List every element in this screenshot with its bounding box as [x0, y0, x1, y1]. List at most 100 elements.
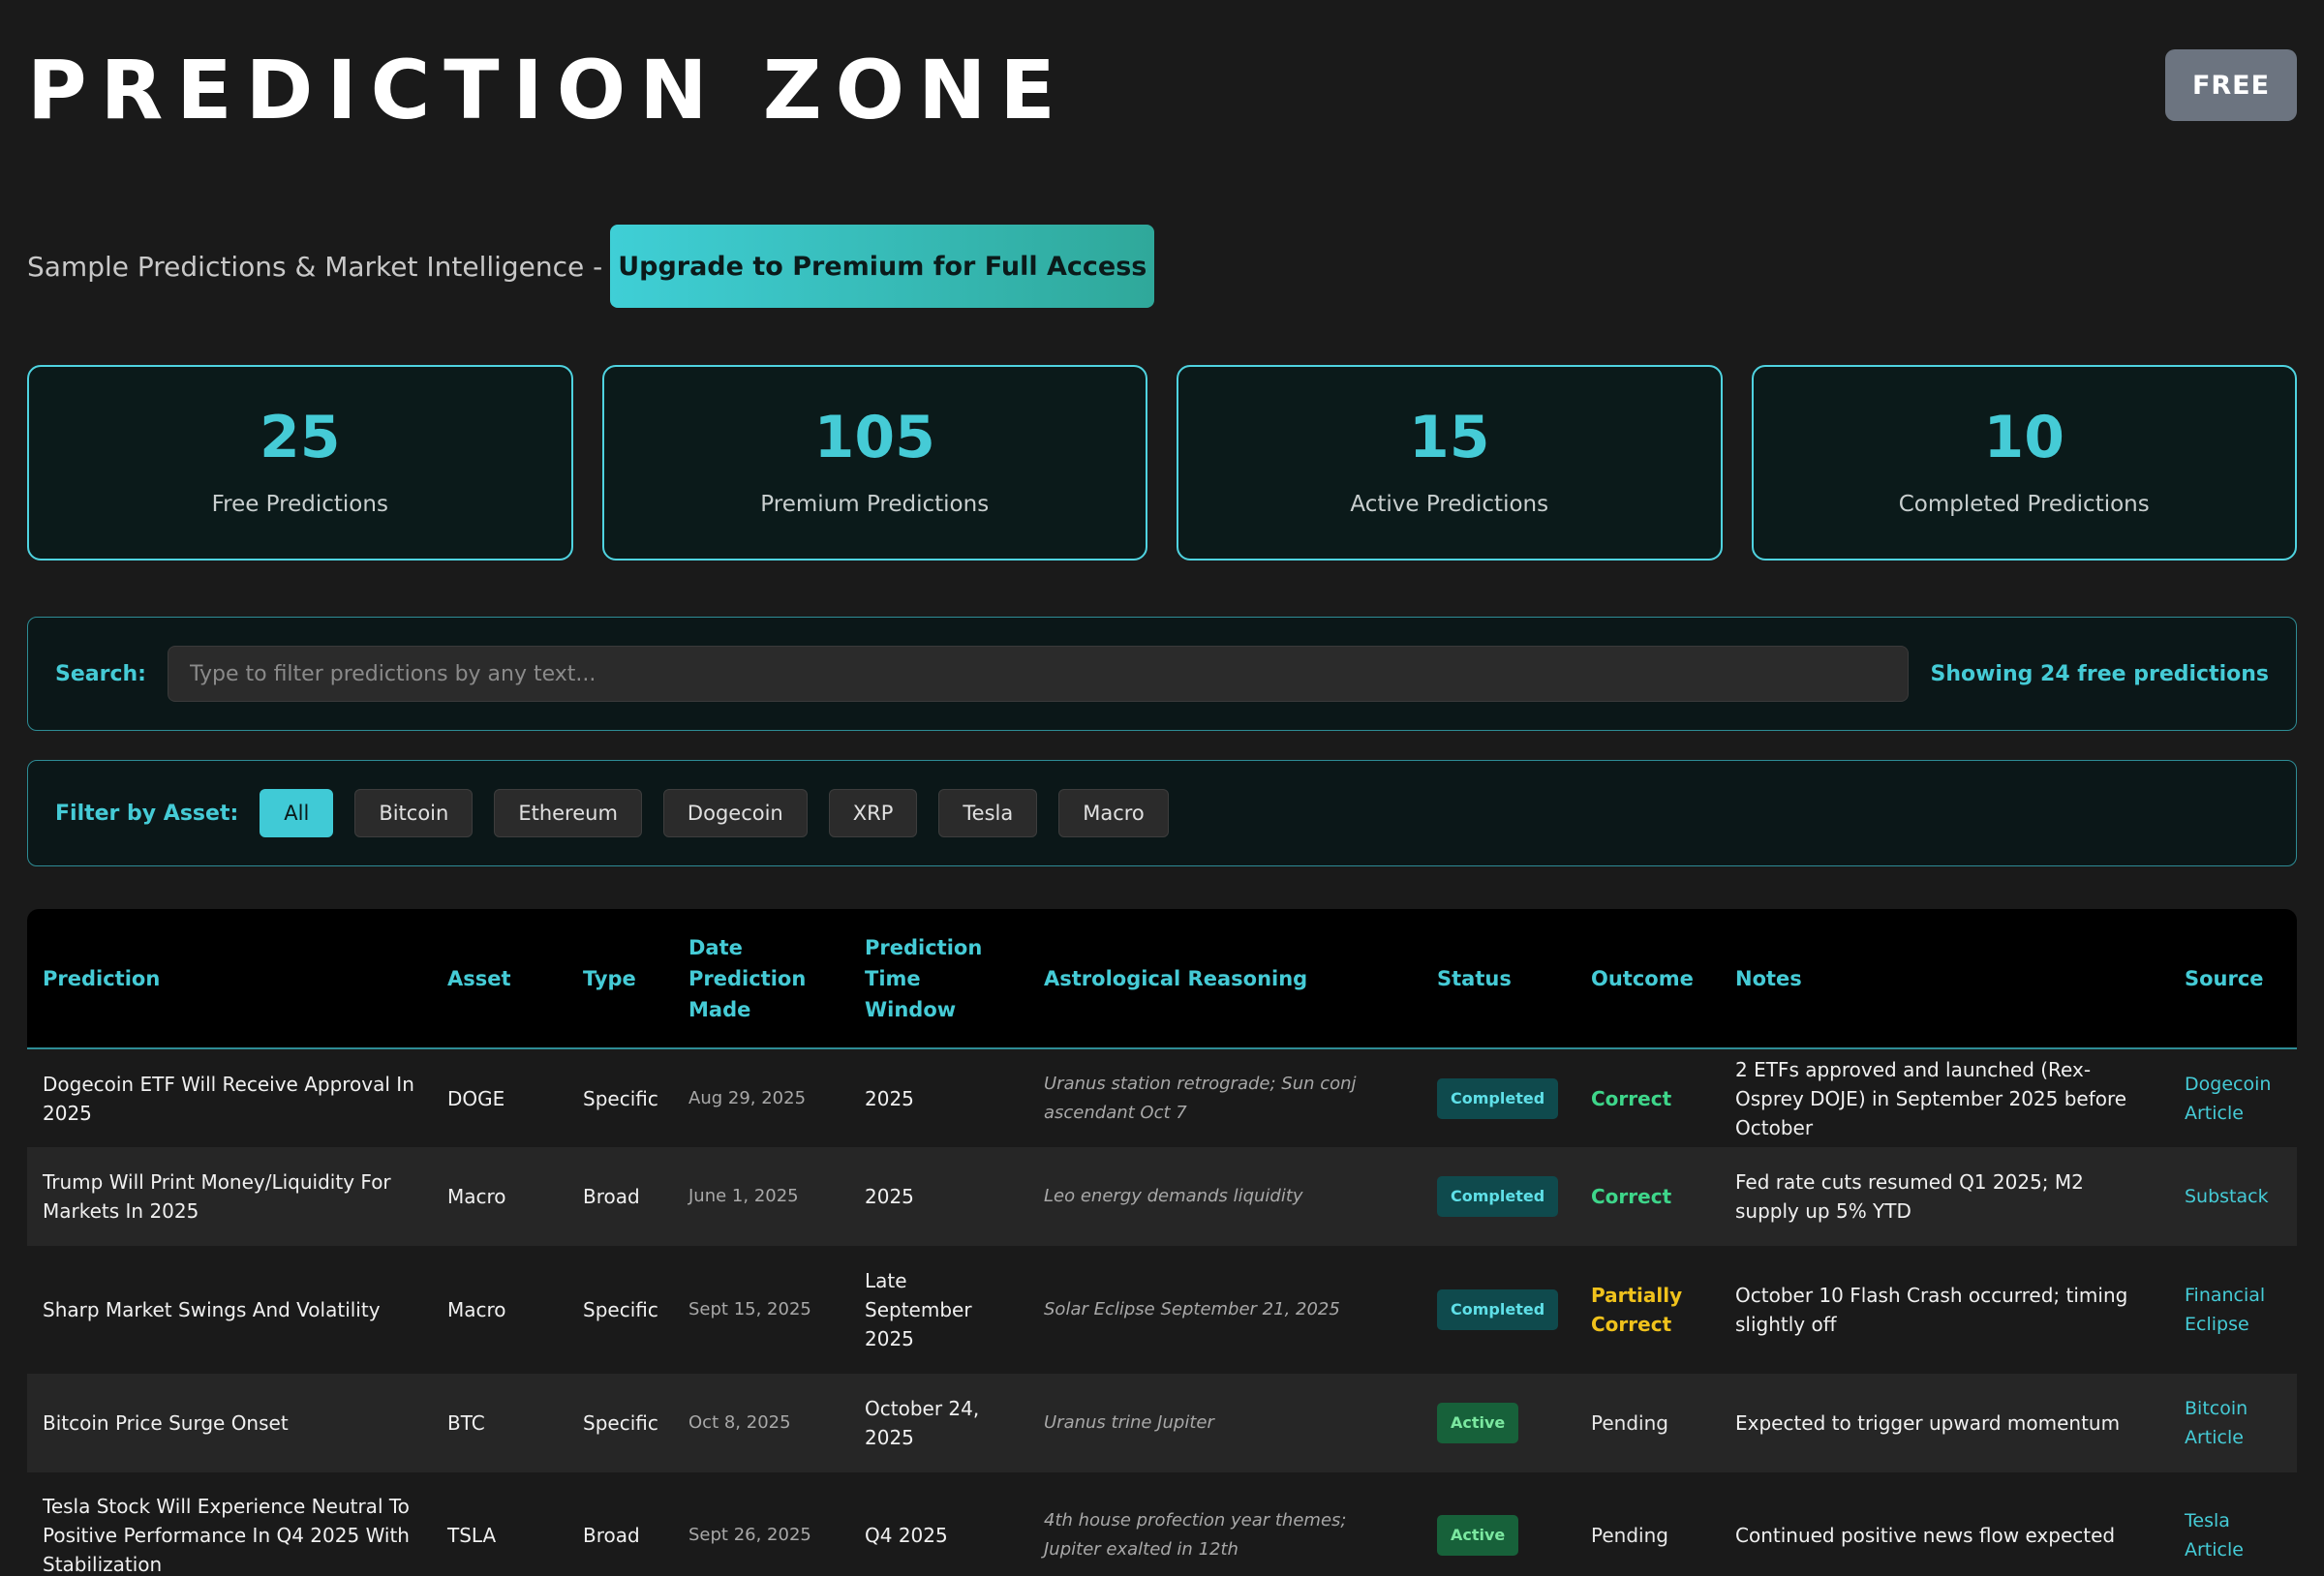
status-badge: Completed	[1437, 1289, 1559, 1330]
cell-outcome: Correct	[1591, 1185, 1672, 1208]
stat-label: Active Predictions	[1350, 492, 1549, 517]
cell-date: June 1, 2025	[688, 1186, 799, 1206]
cell-reasoning: Uranus station retrograde; Sun conj asce…	[1044, 1073, 1357, 1123]
cell-prediction: Bitcoin Price Surge Onset	[43, 1411, 289, 1435]
cell-status: Completed	[1422, 1246, 1575, 1374]
source-link[interactable]: Substack	[2185, 1186, 2269, 1207]
cell-notes: Continued positive news flow expected	[1735, 1524, 2116, 1547]
source-link[interactable]: Dogecoin Article	[2185, 1073, 2272, 1124]
stat-card-free: 25 Free Predictions	[27, 365, 573, 561]
col-header-type[interactable]: Type	[583, 966, 636, 990]
cell-notes: October 10 Flash Crash occurred; timing …	[1735, 1284, 2128, 1336]
cell-notes: 2 ETFs approved and launched (Rex-Osprey…	[1735, 1057, 2127, 1139]
cell-status: Active	[1422, 1374, 1575, 1472]
col-header-time-window[interactable]: Prediction Time Window	[865, 935, 983, 1021]
table-row: Trump Will Print Money/Liquidity For Mar…	[27, 1147, 2297, 1246]
cell-outcome: Pending	[1591, 1411, 1668, 1435]
cell-type: Broad	[583, 1524, 640, 1547]
status-badge: Active	[1437, 1403, 1519, 1443]
source-link[interactable]: Bitcoin Article	[2185, 1398, 2248, 1448]
cell-notes: Fed rate cuts resumed Q1 2025; M2 supply…	[1735, 1170, 2084, 1223]
source-link[interactable]: Financial Eclipse	[2185, 1285, 2266, 1335]
col-header-notes[interactable]: Notes	[1735, 966, 1802, 990]
cell-status: Completed	[1422, 1147, 1575, 1246]
cell-date: Sept 26, 2025	[688, 1525, 811, 1545]
header: PREDICTION ZONE FREE	[27, 0, 2297, 180]
cell-date: Aug 29, 2025	[688, 1087, 807, 1108]
stat-label: Free Predictions	[211, 492, 388, 517]
status-badge: Completed	[1437, 1077, 1559, 1119]
col-header-prediction[interactable]: Prediction	[43, 966, 161, 990]
col-header-reasoning[interactable]: Astrological Reasoning	[1044, 966, 1308, 990]
stats-row: 25 Free Predictions 105 Premium Predicti…	[27, 365, 2297, 561]
cell-notes: Expected to trigger upward momentum	[1735, 1411, 2121, 1435]
cell-type: Specific	[583, 1086, 658, 1110]
filter-label: Filter by Asset:	[55, 801, 239, 826]
search-panel: Search: Showing 24 free predictions	[27, 617, 2297, 731]
stat-value: 25	[260, 404, 341, 471]
col-header-source[interactable]: Source	[2185, 966, 2264, 990]
cell-asset: Macro	[447, 1185, 506, 1208]
status-badge: Completed	[1437, 1176, 1559, 1217]
cell-date: Oct 8, 2025	[688, 1412, 791, 1433]
stat-value: 10	[1983, 404, 2065, 471]
filter-chip-macro[interactable]: Macro	[1058, 789, 1169, 837]
search-label: Search:	[55, 661, 146, 686]
stat-card-active: 15 Active Predictions	[1177, 365, 1723, 561]
cell-outcome: Pending	[1591, 1524, 1668, 1547]
search-input[interactable]	[167, 646, 1910, 702]
status-badge: Active	[1437, 1515, 1519, 1556]
filter-chip-ethereum[interactable]: Ethereum	[494, 789, 642, 837]
stat-label: Completed Predictions	[1898, 492, 2150, 517]
stat-card-completed: 10 Completed Predictions	[1751, 365, 2297, 561]
stat-label: Premium Predictions	[760, 492, 990, 517]
cell-asset: Macro	[447, 1298, 506, 1321]
cell-date: Sept 15, 2025	[688, 1299, 811, 1319]
col-header-status[interactable]: Status	[1437, 966, 1512, 990]
cell-status: Completed	[1422, 1048, 1575, 1147]
cell-window: Late September 2025	[865, 1269, 972, 1350]
table-header-row: Prediction Asset Type Date Prediction Ma…	[27, 909, 2297, 1048]
cell-prediction: Tesla Stock Will Experience Neutral To P…	[43, 1495, 410, 1576]
stat-card-premium: 105 Premium Predictions	[601, 365, 1147, 561]
subheader: Sample Predictions & Market Intelligence…	[27, 224, 2297, 309]
col-header-asset[interactable]: Asset	[447, 966, 511, 990]
cell-asset: TSLA	[447, 1524, 497, 1547]
cell-window: October 24, 2025	[865, 1397, 980, 1449]
stat-value: 15	[1409, 404, 1490, 471]
filter-chip-dogecoin[interactable]: Dogecoin	[662, 789, 808, 837]
filter-chip-bitcoin[interactable]: Bitcoin	[354, 789, 474, 837]
table-row: Sharp Market Swings And Volatility Macro…	[27, 1246, 2297, 1374]
cell-window: 2025	[865, 1185, 914, 1208]
cell-type: Broad	[583, 1185, 640, 1208]
filter-chip-all[interactable]: All	[260, 789, 334, 837]
cell-prediction: Trump Will Print Money/Liquidity For Mar…	[43, 1170, 391, 1223]
cell-asset: BTC	[447, 1411, 485, 1435]
cell-status: Active	[1422, 1472, 1575, 1576]
source-link[interactable]: Tesla Article	[2185, 1510, 2244, 1561]
cell-asset: DOGE	[447, 1086, 505, 1110]
asset-filter-panel: Filter by Asset: All Bitcoin Ethereum Do…	[27, 760, 2297, 866]
table-row: Bitcoin Price Surge Onset BTC Specific O…	[27, 1374, 2297, 1472]
subtitle: Sample Predictions & Market Intelligence…	[27, 250, 603, 283]
cell-outcome: Correct	[1591, 1086, 1672, 1110]
cell-reasoning: Uranus trine Jupiter	[1044, 1412, 1214, 1433]
cell-window: Q4 2025	[865, 1524, 948, 1547]
col-header-outcome[interactable]: Outcome	[1591, 966, 1694, 990]
plan-badge[interactable]: FREE	[2165, 49, 2297, 121]
filter-chip-xrp[interactable]: XRP	[828, 789, 918, 837]
cell-prediction: Dogecoin ETF Will Receive Approval In 20…	[43, 1072, 414, 1125]
page-title: PREDICTION ZONE	[27, 43, 1069, 137]
cell-window: 2025	[865, 1086, 914, 1110]
stat-value: 105	[813, 404, 935, 471]
upgrade-button[interactable]: Upgrade to Premium for Full Access	[610, 225, 1155, 308]
table-row: Dogecoin ETF Will Receive Approval In 20…	[27, 1048, 2297, 1147]
filter-chip-tesla[interactable]: Tesla	[938, 789, 1038, 837]
cell-reasoning: Leo energy demands liquidity	[1044, 1186, 1303, 1206]
col-header-date-made[interactable]: Date Prediction Made	[688, 935, 807, 1021]
cell-reasoning: 4th house profection year themes; Jupite…	[1044, 1510, 1347, 1560]
cell-type: Specific	[583, 1411, 658, 1435]
cell-reasoning: Solar Eclipse September 21, 2025	[1044, 1299, 1340, 1319]
predictions-table: Prediction Asset Type Date Prediction Ma…	[27, 909, 2297, 1576]
